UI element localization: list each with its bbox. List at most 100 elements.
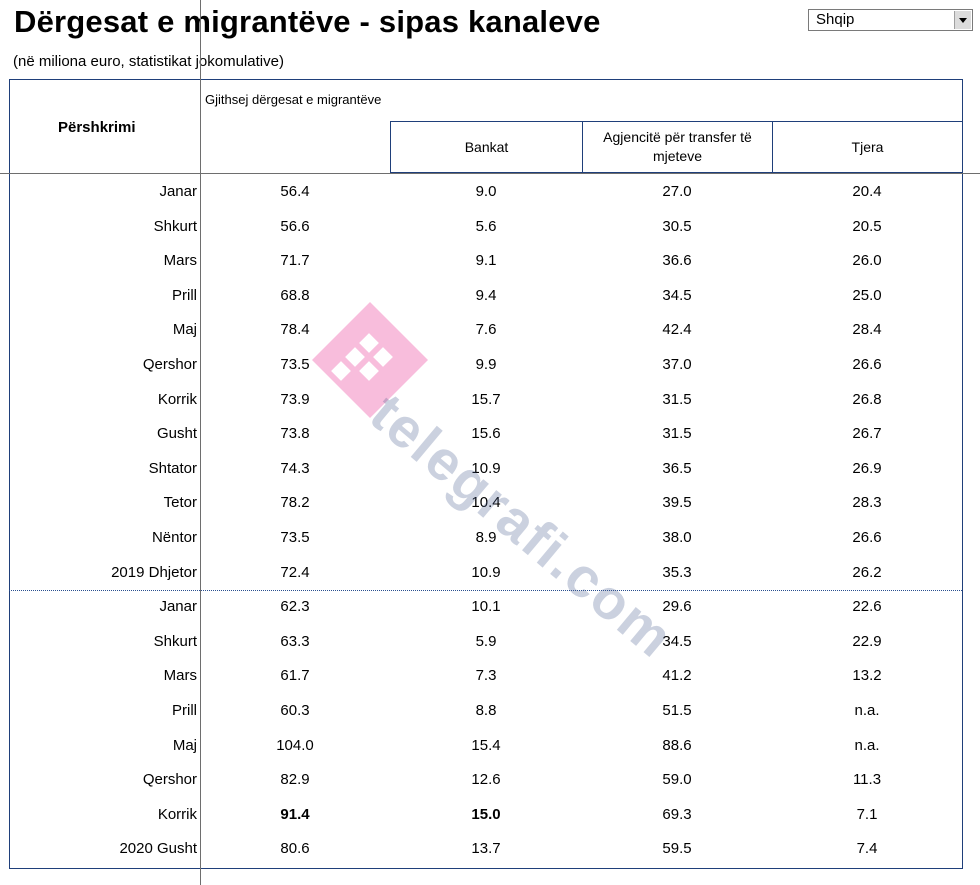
- row-label: Shkurt: [153, 632, 197, 650]
- cell-total: 62.3: [280, 598, 310, 616]
- table-row: Mars 71.7 9.1 36.6 26.0: [0, 244, 980, 278]
- cell-banks: 7.6: [475, 321, 497, 339]
- cell-agencies: 69.3: [662, 805, 692, 823]
- cell-total: 61.7: [280, 667, 310, 685]
- cell-other: 20.4: [852, 183, 882, 200]
- cell-banks: 5.9: [475, 632, 497, 650]
- cell-other: 7.1: [856, 805, 878, 823]
- cell-other: 25.0: [852, 286, 882, 304]
- cell-banks: 15.4: [471, 736, 501, 754]
- row-label: Korrik: [157, 805, 197, 823]
- cell-total: 78.4: [280, 321, 310, 339]
- cell-other: 26.9: [852, 459, 882, 477]
- cell-total: 73.8: [280, 425, 310, 443]
- cell-banks: 13.7: [471, 840, 501, 858]
- table-row: Mars 61.7 7.3 41.2 13.2: [0, 659, 980, 693]
- cell-agencies: 34.5: [662, 632, 692, 650]
- table-row: Nëntor 73.5 8.9 38.0 26.6: [0, 521, 980, 555]
- cell-other: 22.9: [852, 632, 882, 650]
- table-frame: [9, 79, 963, 869]
- cell-total: 73.9: [280, 390, 310, 408]
- cell-agencies: 36.6: [662, 252, 692, 270]
- cell-banks: 15.0: [471, 805, 501, 823]
- table-row: Gusht 73.8 15.6 31.5 26.7: [0, 417, 980, 451]
- language-select[interactable]: Shqip: [808, 9, 973, 31]
- table-row: Tetor 78.2 10.4 39.5 28.3: [0, 486, 980, 520]
- cell-agencies: 31.5: [662, 425, 692, 443]
- language-select-value: Shqip: [816, 11, 855, 28]
- cell-total: 68.8: [280, 286, 310, 304]
- cell-other: 26.6: [852, 529, 882, 546]
- header-total-remittances: Gjithsej dërgesat e migrantëve: [205, 92, 382, 107]
- cell-other: 22.6: [852, 598, 882, 616]
- cell-total: 56.6: [280, 217, 310, 235]
- cell-other: 11.3: [852, 771, 882, 789]
- row-label: Nëntor: [151, 529, 197, 546]
- header-other-label: Tjera: [851, 138, 884, 155]
- table-row: Korrik 73.9 15.7 31.5 26.8: [0, 383, 980, 417]
- cell-other: 7.4: [856, 840, 878, 858]
- cell-total: 104.0: [276, 736, 314, 754]
- table-row: 2019 Dhjetor 72.4 10.9 35.3 26.2: [0, 556, 980, 590]
- header-agencies: Agjencitë për transfer të mjeteve: [582, 121, 773, 173]
- row-label: Maj: [172, 321, 197, 339]
- cell-other: 26.0: [852, 252, 882, 270]
- cell-agencies: 59.0: [662, 771, 692, 789]
- year-separator: [9, 590, 962, 591]
- page-subtitle: (në miliona euro, statistikat jokomulati…: [13, 53, 284, 70]
- cell-agencies: 41.2: [662, 667, 692, 685]
- cell-total: 56.4: [280, 183, 310, 200]
- cell-agencies: 36.5: [662, 459, 692, 477]
- cell-total: 91.4: [280, 805, 310, 823]
- table-row: Janar 62.3 10.1 29.6 22.6: [0, 590, 980, 624]
- cell-other: 20.5: [852, 217, 882, 235]
- cell-total: 72.4: [280, 563, 310, 581]
- cell-banks: 5.6: [475, 217, 497, 235]
- row-label: Prill: [172, 702, 197, 719]
- cell-banks: 10.1: [471, 598, 501, 616]
- cell-total: 73.5: [280, 529, 310, 546]
- table-row: 2020 Gusht 80.6 13.7 59.5 7.4: [0, 832, 980, 866]
- cell-total: 71.7: [280, 252, 310, 270]
- cell-agencies: 88.6: [662, 736, 692, 754]
- cell-banks: 10.9: [471, 459, 501, 477]
- header-agencies-label: Agjencitë për transfer të mjeteve: [603, 129, 752, 164]
- cell-banks: 10.4: [471, 494, 501, 512]
- cell-other: 26.8: [852, 390, 882, 408]
- header-other: Tjera: [772, 121, 963, 173]
- row-label: Tetor: [163, 494, 197, 512]
- cell-other: 28.3: [852, 494, 882, 512]
- row-label: Shkurt: [153, 217, 197, 235]
- row-label: 2019 Dhjetor: [111, 563, 197, 581]
- cell-other: 26.2: [852, 563, 882, 581]
- cell-other: 13.2: [852, 667, 882, 685]
- table-row: Prill 68.8 9.4 34.5 25.0: [0, 279, 980, 313]
- cell-total: 78.2: [280, 494, 310, 512]
- table-row: Maj 104.0 15.4 88.6 n.a.: [0, 729, 980, 763]
- cell-agencies: 37.0: [662, 356, 692, 373]
- cell-banks: 10.9: [471, 563, 501, 581]
- cell-agencies: 42.4: [662, 321, 692, 339]
- cell-agencies: 34.5: [662, 286, 692, 304]
- cell-total: 74.3: [280, 459, 310, 477]
- row-label: Gusht: [156, 425, 197, 443]
- cell-banks: 9.9: [475, 356, 497, 373]
- cell-other: 26.6: [852, 356, 882, 373]
- cell-banks: 8.8: [475, 702, 497, 719]
- row-label: Maj: [172, 736, 197, 754]
- chevron-down-icon[interactable]: [954, 11, 971, 29]
- cell-total: 60.3: [280, 702, 310, 719]
- cell-agencies: 30.5: [662, 217, 692, 235]
- header-description: Përshkrimi: [58, 119, 136, 136]
- crosshair-horizontal-line: [0, 173, 980, 174]
- cell-banks: 15.6: [471, 425, 501, 443]
- row-label: Janar: [159, 598, 197, 616]
- cell-agencies: 35.3: [662, 563, 692, 581]
- table-row: Maj 78.4 7.6 42.4 28.4: [0, 313, 980, 347]
- cell-banks: 7.3: [475, 667, 497, 685]
- cell-banks: 8.9: [475, 529, 497, 546]
- header-banks-label: Bankat: [464, 138, 509, 155]
- row-label: Mars: [163, 252, 197, 270]
- cell-agencies: 31.5: [662, 390, 692, 408]
- cell-banks: 9.0: [475, 183, 497, 200]
